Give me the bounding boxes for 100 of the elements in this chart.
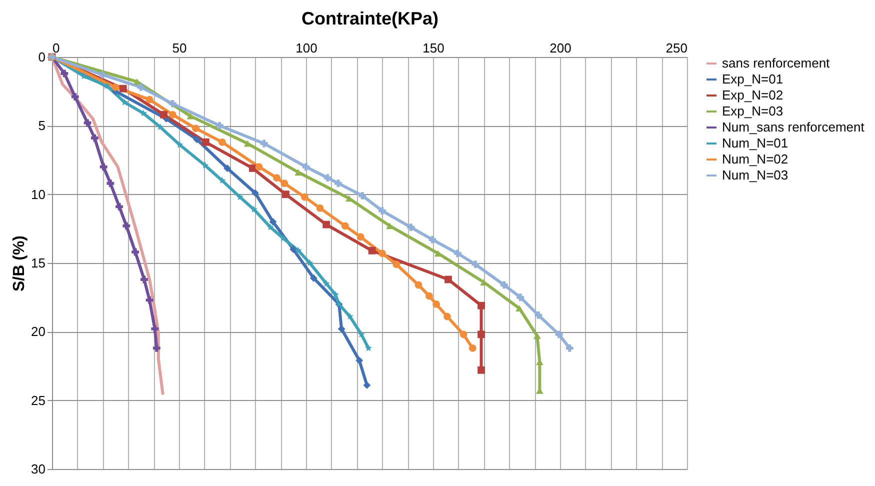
point — [100, 163, 108, 171]
point — [324, 174, 332, 182]
point — [224, 164, 231, 172]
x-tick-label: 200 — [550, 40, 572, 56]
point — [444, 276, 452, 284]
point — [302, 163, 310, 171]
point — [334, 180, 342, 188]
point — [322, 220, 330, 228]
point — [186, 112, 194, 120]
y-tick-label: 20 — [31, 324, 46, 340]
point — [250, 206, 258, 212]
point — [363, 382, 371, 389]
point — [364, 344, 372, 352]
point — [346, 312, 354, 320]
point — [269, 218, 277, 226]
x-tick-label: 250 — [666, 40, 688, 56]
y-tick-label: 5 — [38, 118, 46, 134]
point — [378, 207, 386, 215]
point — [322, 280, 330, 287]
point — [454, 250, 462, 258]
point — [356, 233, 364, 241]
point — [341, 222, 349, 230]
legend-label: Num_N=02 — [722, 152, 788, 166]
point — [90, 134, 98, 142]
point — [358, 330, 365, 338]
point — [294, 246, 302, 254]
y-axis-title: S/B (%) — [11, 236, 28, 292]
point — [146, 296, 154, 304]
point — [316, 204, 324, 212]
x-axis-title: Contrainte(KPa) — [301, 8, 439, 28]
point — [248, 164, 256, 172]
point — [534, 311, 542, 319]
point — [244, 140, 252, 147]
point — [160, 110, 168, 118]
point — [478, 330, 485, 338]
point — [338, 325, 346, 333]
y-tick-label: 30 — [31, 462, 46, 476]
legend-label: Exp_N=03 — [722, 104, 784, 118]
point — [368, 246, 376, 254]
point — [407, 224, 415, 231]
point — [516, 305, 524, 312]
legend-label: Num_sans renforcement — [722, 120, 865, 134]
y-tick-label: 25 — [31, 392, 46, 408]
point — [202, 138, 210, 146]
point — [533, 332, 541, 339]
legend-label: Exp_N=01 — [722, 72, 784, 86]
point — [84, 119, 92, 127]
point — [260, 140, 268, 148]
point — [414, 281, 422, 289]
point — [132, 248, 140, 256]
point — [358, 192, 366, 200]
point — [444, 312, 451, 320]
legend-label: Num_N=01 — [722, 136, 788, 150]
point — [282, 190, 290, 198]
point — [460, 330, 468, 338]
point — [119, 84, 127, 92]
point — [112, 84, 120, 91]
point — [478, 302, 485, 310]
point — [555, 330, 563, 338]
point — [356, 356, 364, 364]
point — [60, 70, 68, 78]
point — [425, 292, 433, 300]
point — [168, 100, 176, 108]
x-tick-label: 50 — [172, 40, 187, 56]
point — [122, 222, 130, 230]
point — [106, 180, 114, 188]
point — [392, 260, 400, 268]
y-tick-label: 15 — [31, 256, 46, 270]
point — [566, 344, 574, 352]
point — [306, 259, 314, 266]
point — [192, 124, 200, 132]
point — [99, 71, 107, 79]
point — [472, 260, 480, 268]
point — [266, 224, 274, 230]
point — [332, 290, 339, 298]
point — [151, 325, 159, 333]
point — [251, 189, 259, 197]
point — [193, 136, 200, 144]
legend-label: sans renforcement — [722, 56, 830, 70]
point — [140, 276, 148, 284]
point — [202, 162, 209, 168]
point — [386, 222, 394, 230]
point — [146, 96, 154, 104]
point — [218, 176, 226, 184]
point — [378, 250, 386, 258]
point — [280, 234, 287, 242]
point — [428, 236, 436, 244]
point — [468, 344, 476, 352]
legend-label: Num_N=03 — [722, 168, 788, 182]
point — [516, 294, 524, 302]
point — [290, 246, 298, 253]
point — [236, 193, 244, 200]
point — [500, 281, 508, 289]
point — [280, 180, 288, 188]
legend-label: Exp_N=02 — [722, 88, 784, 102]
point — [137, 84, 145, 91]
x-tick-label: 0 — [52, 40, 60, 56]
point — [310, 274, 318, 282]
point — [301, 193, 308, 201]
point — [294, 169, 302, 176]
